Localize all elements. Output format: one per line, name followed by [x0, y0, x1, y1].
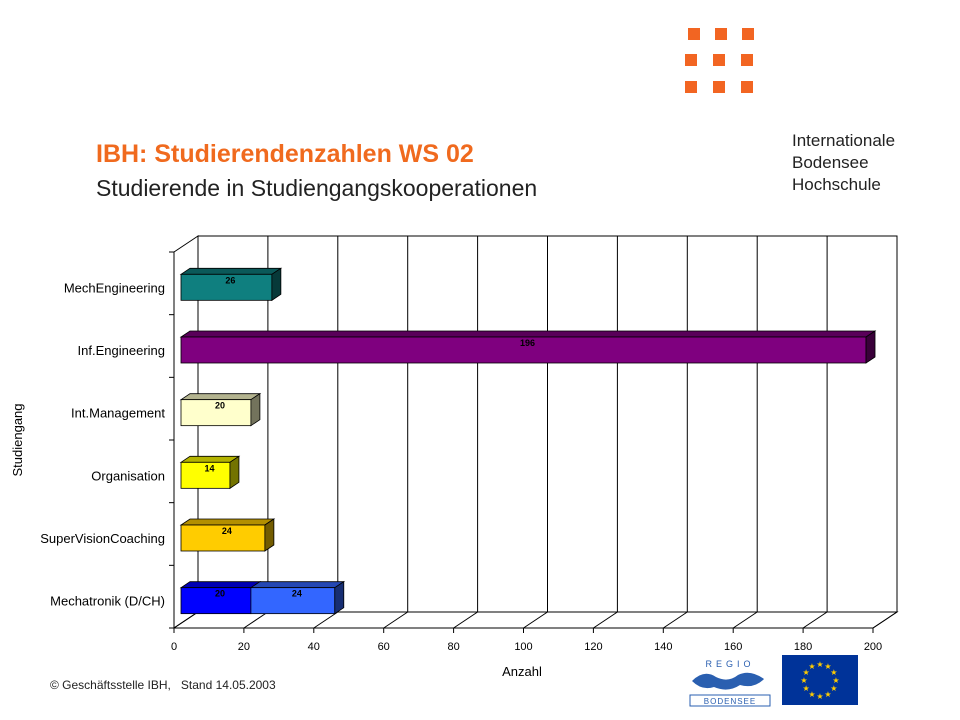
- bar-top-face: [249, 581, 346, 589]
- bar-top-face: [179, 581, 262, 589]
- bar-top-face: [179, 455, 241, 463]
- x-axis-label: Anzahl: [502, 664, 542, 679]
- x-tick-label: 40: [308, 641, 320, 653]
- svg-text:★: ★: [824, 690, 831, 699]
- bar-data-label: 20: [215, 589, 225, 599]
- bar: [180, 587, 252, 615]
- bar: [180, 399, 252, 427]
- eu-flag-icon: ★ ★ ★ ★ ★ ★ ★ ★ ★ ★ ★ ★: [782, 655, 858, 705]
- x-floor-line: [243, 611, 269, 629]
- x-floor-line: [453, 611, 478, 629]
- svg-text:★: ★: [808, 662, 815, 671]
- y-category-label: Organisation: [91, 468, 165, 483]
- bar-side-face: [250, 392, 261, 427]
- y-category-label: Int.Management: [71, 406, 165, 421]
- svg-text:★: ★: [824, 662, 831, 671]
- svg-text:★: ★: [816, 660, 823, 669]
- regio-top-text: REGIO: [705, 659, 754, 669]
- y-axis-label: Studiengang: [10, 403, 25, 476]
- bar-data-label: 26: [225, 275, 235, 285]
- svg-text:★: ★: [803, 668, 810, 677]
- regio-bottom-text: BODENSEE: [704, 697, 756, 706]
- bar-data-label: 24: [222, 526, 232, 536]
- bar-top-face: [179, 393, 262, 401]
- bar-top-face: [179, 518, 276, 526]
- y-category-label: Mechatronik (D/CH): [50, 594, 165, 609]
- y-category-label: MechEngineering: [64, 280, 165, 295]
- x-tick-label: 80: [447, 641, 459, 653]
- svg-text:★: ★: [830, 668, 837, 677]
- x-tick-label: 160: [724, 641, 742, 653]
- bar-side-face: [264, 518, 275, 552]
- x-floor-line: [523, 611, 548, 629]
- bar: [180, 524, 266, 552]
- svg-text:★: ★: [830, 684, 837, 693]
- x-floor-line: [663, 611, 688, 629]
- x-tick-label: 120: [584, 641, 602, 653]
- footer: © Geschäftsstelle IBH, Stand 14.05.2003: [50, 678, 276, 692]
- x-floor-line: [593, 611, 618, 629]
- x-floor-line: [313, 611, 339, 629]
- regio-bodensee-logo: REGIO BODENSEE: [689, 659, 771, 707]
- x-floor-line: [383, 611, 408, 629]
- svg-text:★: ★: [800, 676, 807, 685]
- bar-data-label: 20: [215, 401, 225, 411]
- bar-data-label: 196: [520, 338, 535, 348]
- ibh-logo-text: Internationale Bodensee Hochschule: [792, 130, 895, 196]
- x-tick-label: 100: [514, 641, 532, 653]
- x-tick-label: 140: [654, 641, 672, 653]
- bar-side-face: [334, 580, 345, 615]
- svg-text:★: ★: [816, 692, 823, 701]
- bar-side-face: [865, 330, 876, 364]
- bar: [180, 336, 867, 364]
- x-tick-label: 0: [171, 641, 177, 653]
- svg-text:★: ★: [803, 684, 810, 693]
- bar-top-face: [179, 330, 877, 338]
- svg-text:★: ★: [808, 690, 815, 699]
- x-tick-label: 60: [378, 641, 390, 653]
- page-title: IBH: Studierendenzahlen WS 02: [96, 140, 474, 168]
- footer-copyright: © Geschäftsstelle IBH,: [50, 678, 171, 692]
- page-subtitle: Studierende in Studiengangskooperationen: [96, 175, 538, 201]
- bar: [180, 461, 231, 489]
- x-floor-line: [173, 611, 199, 629]
- x-floor-line: [872, 611, 898, 629]
- x-floor-line: [802, 611, 828, 629]
- x-floor-line: [732, 611, 758, 629]
- y-category-label: SuperVisionCoaching: [40, 531, 165, 546]
- logo-line-2: Bodensee: [792, 153, 869, 172]
- bar-data-label: 14: [204, 463, 214, 473]
- x-tick-label: 20: [238, 641, 250, 653]
- bar-top-face: [179, 267, 283, 275]
- y-category-label: Inf.Engineering: [78, 343, 165, 358]
- bar-side-face: [271, 267, 282, 302]
- footer-date: Stand 14.05.2003: [180, 678, 276, 692]
- bar: [180, 273, 273, 301]
- x-tick-label: 180: [794, 641, 812, 653]
- x-tick-label: 200: [864, 641, 882, 653]
- svg-text:★: ★: [832, 676, 839, 685]
- logo-line-1: Internationale: [792, 131, 896, 150]
- bar-side-face: [229, 455, 240, 490]
- logo-line-3: Hochschule: [792, 175, 881, 194]
- ibh-logo-icon: [682, 26, 758, 96]
- bar-data-label: 24: [292, 589, 302, 599]
